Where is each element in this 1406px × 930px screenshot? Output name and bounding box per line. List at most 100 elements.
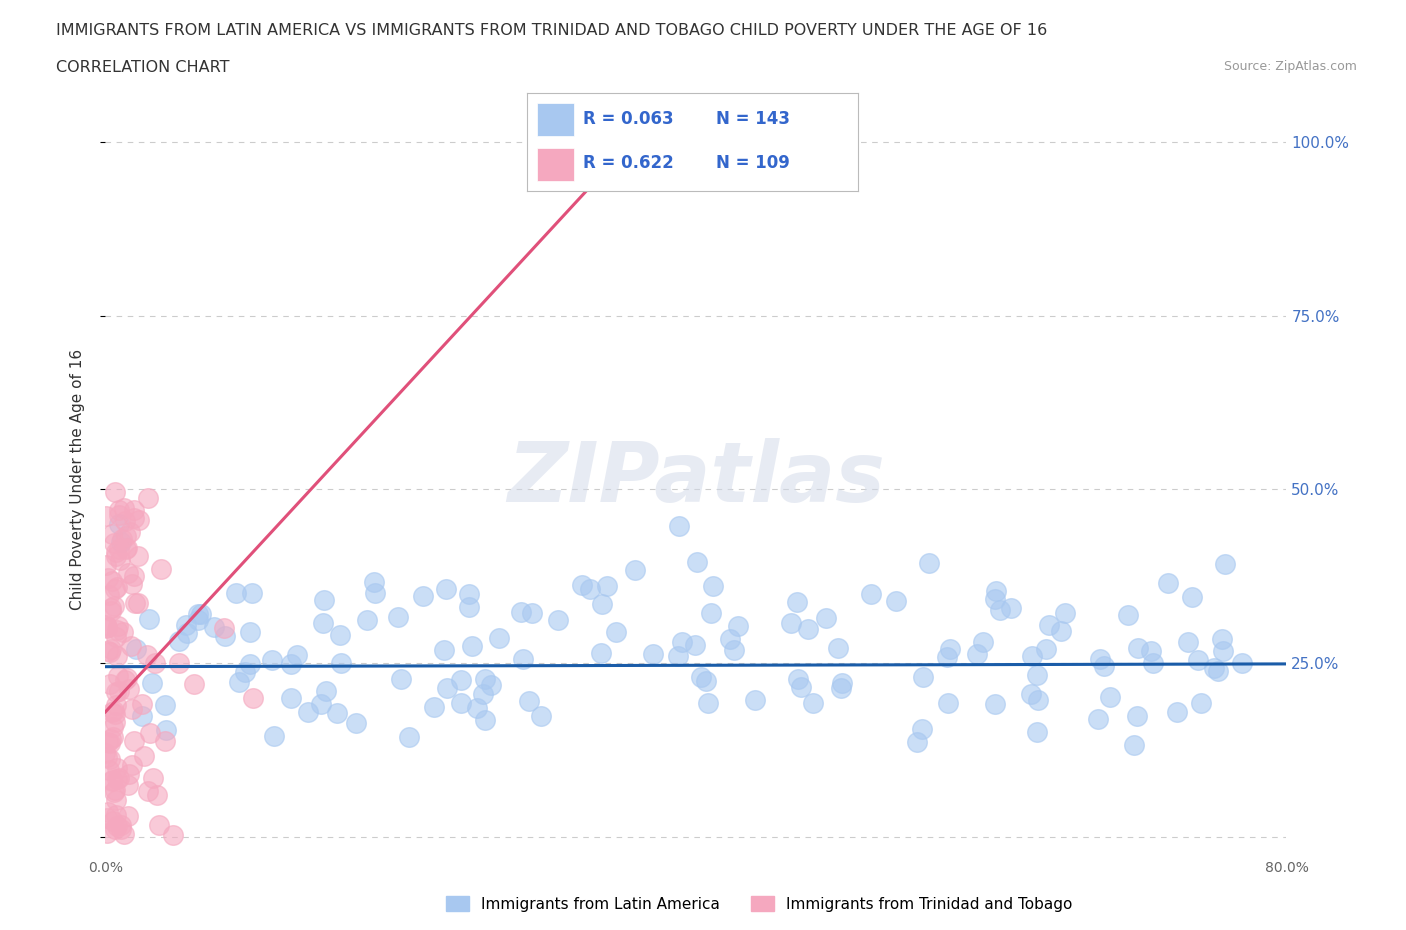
Point (1019, 686, 1042, 701)
Point (96, 619, 118, 634)
Point (579, 581, 602, 596)
Point (124, 502, 146, 517)
Point (107, 508, 129, 523)
Point (412, 589, 434, 604)
Point (190, 606, 212, 621)
Point (1187, 652, 1209, 667)
Point (235, 664, 257, 679)
Point (202, 619, 225, 634)
Point (571, 578, 593, 592)
FancyBboxPatch shape (537, 148, 574, 180)
Point (911, 670, 934, 684)
Point (94, 746, 117, 761)
Point (935, 649, 957, 664)
Point (138, 725, 162, 740)
Point (187, 612, 209, 627)
Legend: Immigrants from Latin America, Immigrants from Trinidad and Tobago: Immigrants from Latin America, Immigrant… (440, 889, 1078, 918)
Point (450, 672, 472, 687)
Point (96, 618, 118, 632)
Point (101, 526, 124, 541)
Point (668, 519, 690, 534)
Point (984, 697, 1007, 711)
Point (183, 677, 205, 692)
Point (122, 734, 145, 749)
Point (225, 585, 247, 600)
Point (827, 640, 849, 655)
Point (104, 698, 127, 713)
Point (1181, 590, 1204, 604)
Point (686, 555, 709, 570)
Text: R = 0.063: R = 0.063 (583, 111, 673, 128)
Point (517, 694, 540, 709)
Point (387, 610, 409, 625)
Point (98, 588, 121, 603)
Point (297, 704, 319, 719)
Point (107, 579, 129, 594)
Point (228, 675, 250, 690)
Text: N = 143: N = 143 (716, 111, 790, 128)
Point (1140, 644, 1163, 658)
Point (96, 810, 118, 825)
Point (100, 604, 122, 618)
Point (1050, 624, 1073, 639)
Point (285, 647, 308, 662)
Point (110, 821, 132, 836)
Point (149, 562, 172, 577)
Point (457, 600, 479, 615)
Point (1098, 690, 1121, 705)
Point (100, 732, 122, 747)
Point (510, 604, 533, 619)
Point (162, 827, 184, 842)
Point (786, 595, 808, 610)
Point (330, 656, 353, 671)
Point (1230, 656, 1253, 671)
Point (314, 592, 336, 607)
Text: Source: ZipAtlas.com: Source: ZipAtlas.com (1223, 60, 1357, 73)
Point (398, 730, 420, 745)
Point (117, 808, 139, 823)
Point (433, 643, 456, 658)
Point (105, 622, 128, 637)
Point (1212, 644, 1234, 658)
Point (458, 586, 481, 601)
Point (105, 792, 128, 807)
Point (988, 603, 1011, 618)
Point (122, 511, 145, 525)
Point (972, 635, 994, 650)
Point (311, 616, 333, 631)
Point (97, 735, 120, 750)
Point (122, 568, 145, 583)
Point (104, 707, 127, 722)
Point (103, 730, 125, 745)
Point (107, 771, 129, 786)
Point (918, 556, 941, 571)
Text: IMMIGRANTS FROM LATIN AMERICA VS IMMIGRANTS FROM TRINIDAD AND TOBAGO CHILD POVER: IMMIGRANTS FROM LATIN AMERICA VS IMMIGRA… (56, 23, 1047, 38)
Point (1213, 557, 1236, 572)
Point (596, 578, 619, 593)
Point (138, 611, 160, 626)
Point (114, 672, 136, 687)
Point (936, 696, 959, 711)
Point (779, 616, 801, 631)
Point (363, 574, 385, 589)
FancyBboxPatch shape (537, 103, 574, 136)
Point (112, 624, 135, 639)
Point (127, 596, 149, 611)
Point (96, 826, 118, 841)
Point (107, 502, 129, 517)
Point (423, 700, 446, 715)
Point (101, 814, 124, 829)
Point (723, 643, 745, 658)
Point (591, 597, 613, 612)
Point (96, 750, 118, 764)
Point (329, 628, 352, 643)
Point (1125, 708, 1147, 723)
Point (107, 669, 129, 684)
Point (103, 704, 125, 719)
Point (831, 675, 853, 690)
Point (280, 691, 302, 706)
Point (105, 684, 128, 699)
Text: ZIPatlas: ZIPatlas (508, 438, 884, 520)
Point (97, 763, 120, 777)
Point (666, 648, 689, 663)
